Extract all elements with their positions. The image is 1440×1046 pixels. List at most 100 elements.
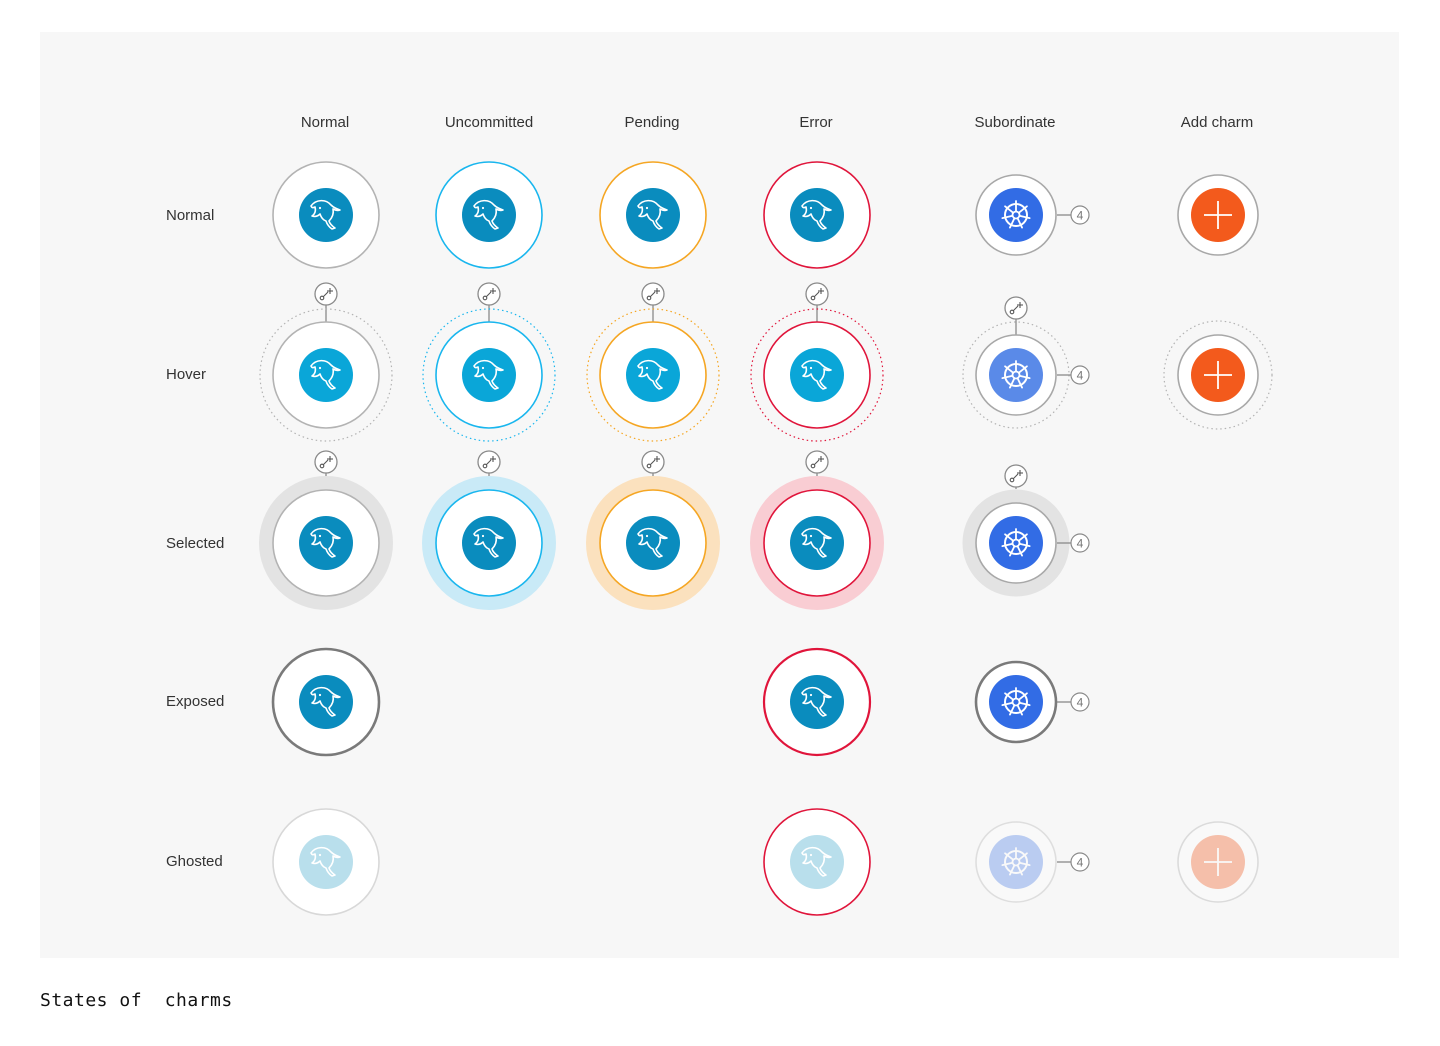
figure-caption: States of charms (40, 990, 233, 1011)
charm-mysql-normal-normal[interactable] (272, 161, 380, 269)
dolphin-eye (809, 206, 813, 210)
mysql-icon-disc (790, 675, 844, 729)
mysql-dolphin-icon (473, 359, 504, 390)
unit-count-badge[interactable] (1070, 852, 1090, 872)
unit-count-normal[interactable]: 4 (1057, 205, 1090, 225)
wheel-spoke (1001, 542, 1014, 548)
unit-count-value: 4 (1077, 209, 1084, 223)
unit-count-badge[interactable] (1070, 692, 1090, 712)
wheel-rim (1004, 850, 1028, 874)
charm-states-panel (40, 32, 1399, 958)
relation-add-subordinate-selected[interactable] (1004, 464, 1028, 489)
relation-add-subordinate-hover[interactable] (1004, 296, 1028, 335)
wheel-spoke (1016, 217, 1023, 229)
wheel-spoke (1009, 217, 1016, 229)
row-label-normal: Normal (166, 207, 215, 224)
mysql-icon-disc (790, 348, 844, 402)
add-charm-ghosted[interactable] (1177, 821, 1259, 903)
charm-mysql-uncommitted-hover[interactable] (422, 308, 556, 442)
mysql-dolphin-icon (801, 846, 832, 877)
relation-link-icon (813, 459, 820, 466)
relation-add-uncommitted-selected[interactable] (477, 450, 501, 476)
dolphin-eye (318, 534, 322, 538)
relation-add-normal-hover[interactable] (314, 282, 338, 322)
relation-add-error-hover[interactable] (805, 282, 829, 322)
wheel-spoke (1004, 205, 1015, 214)
mysql-dolphin-icon (310, 846, 341, 877)
charm-ring[interactable] (975, 821, 1057, 903)
charm-mysql-pending-normal[interactable] (599, 161, 707, 269)
unit-count-badge[interactable] (1070, 533, 1090, 553)
add-charm-normal[interactable] (1177, 174, 1259, 256)
dolphin-eye (645, 206, 649, 210)
wheel-spoke (1009, 545, 1016, 557)
unit-count-badge[interactable] (1070, 205, 1090, 225)
wheel-spoke (1004, 365, 1015, 374)
charm-subordinate-ghosted[interactable] (975, 821, 1057, 903)
charm-mysql-normal-hover[interactable] (259, 308, 393, 442)
row-label-selected: Selected (166, 535, 225, 552)
charm-mysql-normal-exposed[interactable] (271, 647, 381, 757)
wheel-spoke (1001, 374, 1014, 380)
unit-count-exposed[interactable]: 4 (1057, 692, 1090, 712)
mysql-icon-disc (626, 348, 680, 402)
charm-subordinate-exposed[interactable] (974, 660, 1058, 744)
charm-mysql-error-exposed[interactable] (762, 647, 872, 757)
relation-add-normal-selected[interactable] (314, 450, 338, 476)
charm-mysql-normal-ghosted[interactable] (272, 808, 380, 916)
relation-add-error-selected[interactable] (805, 450, 829, 476)
charm-mysql-error-normal[interactable] (763, 161, 871, 269)
relation-node-icon (646, 295, 652, 301)
kubernetes-icon-disc (989, 835, 1043, 889)
unit-count-badge[interactable] (1070, 365, 1090, 385)
wheel-spoke (1001, 214, 1014, 220)
wheel-spoke (1009, 704, 1016, 716)
unit-count-selected[interactable]: 4 (1057, 533, 1090, 553)
relation-link-icon (322, 459, 329, 466)
selection-halo (259, 476, 393, 610)
wheel-spoke (1004, 533, 1015, 542)
relation-add-uncommitted-hover[interactable] (477, 282, 501, 322)
helm-wheel-icon (1001, 847, 1031, 876)
charm-subordinate-selected[interactable] (962, 489, 1070, 597)
charm-mysql-pending-hover[interactable] (586, 308, 720, 442)
mysql-dolphin-icon (801, 359, 832, 390)
charm-ring[interactable] (1177, 821, 1259, 903)
mysql-dolphin-icon (801, 686, 832, 717)
mysql-dolphin-icon (310, 359, 341, 390)
helm-wheel-icon (1001, 528, 1031, 557)
wheel-spoke (1018, 861, 1031, 867)
relation-node-icon (646, 463, 652, 469)
relation-add-pending-selected[interactable] (641, 450, 665, 476)
charm-mysql-uncommitted-normal[interactable] (435, 161, 543, 269)
charm-mysql-normal-selected[interactable] (259, 476, 393, 610)
charm-mysql-uncommitted-selected[interactable] (422, 476, 556, 610)
dolphin-eye (318, 853, 322, 857)
kubernetes-icon-disc (989, 516, 1043, 570)
charm-mysql-error-selected[interactable] (750, 476, 884, 610)
charm-subordinate-hover[interactable] (962, 321, 1070, 429)
wheel-spoke (1001, 861, 1014, 867)
mysql-dolphin-icon (310, 527, 341, 558)
mysql-dolphin-icon (310, 686, 341, 717)
wheel-spoke (1004, 692, 1015, 701)
unit-count-ghosted[interactable]: 4 (1057, 852, 1090, 872)
unit-count-value: 4 (1077, 537, 1084, 551)
helm-wheel-icon (1001, 687, 1031, 716)
kubernetes-icon-disc (989, 675, 1043, 729)
unit-count-hover[interactable]: 4 (1057, 365, 1090, 385)
charm-mysql-error-ghosted[interactable] (763, 808, 871, 916)
hover-dotted-ring (586, 308, 720, 442)
charm-mysql-error-hover[interactable] (750, 308, 884, 442)
dolphin-eye (809, 693, 813, 697)
add-charm-hover[interactable] (1163, 320, 1273, 430)
unit-count-value: 4 (1077, 369, 1084, 383)
relation-link-icon (1012, 305, 1019, 312)
relation-add-pending-hover[interactable] (641, 282, 665, 322)
hover-dotted-ring (1163, 320, 1273, 430)
mysql-dolphin-icon (310, 199, 341, 230)
charm-subordinate-normal[interactable] (975, 174, 1057, 256)
mysql-dolphin-icon (637, 199, 668, 230)
charm-mysql-pending-selected[interactable] (586, 476, 720, 610)
